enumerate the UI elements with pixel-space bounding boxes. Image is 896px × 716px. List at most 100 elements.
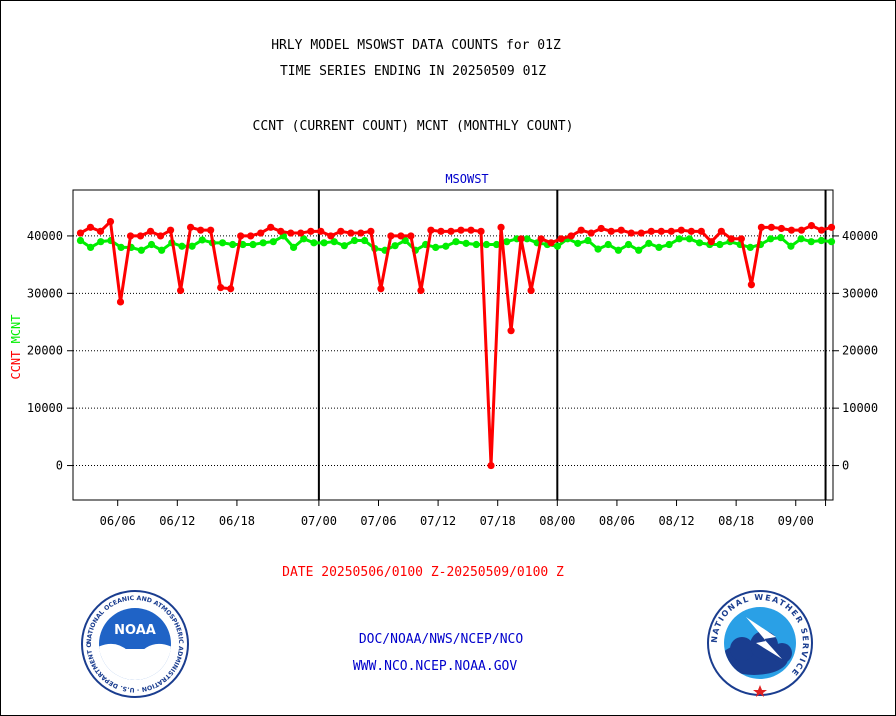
point-mcnt bbox=[787, 242, 795, 250]
point-ccnt bbox=[487, 461, 495, 470]
point-mcnt bbox=[76, 236, 85, 245]
point-ccnt bbox=[527, 286, 535, 295]
point-ccnt bbox=[327, 232, 335, 240]
point-ccnt bbox=[427, 226, 435, 234]
point-mcnt bbox=[340, 242, 348, 250]
point-ccnt bbox=[407, 232, 415, 240]
noaa-logo: NOAA NATIONAL OCEANIC AND ATMOSPHERIC AD… bbox=[80, 589, 189, 698]
point-ccnt bbox=[557, 235, 565, 243]
point-ccnt bbox=[367, 227, 375, 235]
x-tick-label: 08/00 bbox=[539, 514, 575, 528]
chart-subtitle: CCNT (CURRENT COUNT) MCNT (MONTHLY COUNT… bbox=[252, 119, 574, 134]
point-mcnt bbox=[472, 240, 480, 249]
point-ccnt bbox=[737, 235, 745, 243]
point-ccnt bbox=[317, 227, 325, 235]
point-ccnt bbox=[156, 232, 165, 240]
y-tick-label-right: 0 bbox=[842, 459, 849, 473]
point-ccnt bbox=[207, 226, 215, 234]
point-ccnt bbox=[357, 229, 365, 237]
x-tick-label: 08/18 bbox=[718, 514, 754, 528]
point-mcnt bbox=[300, 235, 308, 243]
point-mcnt bbox=[716, 240, 724, 249]
point-ccnt bbox=[397, 232, 405, 240]
point-ccnt bbox=[687, 227, 695, 235]
point-ccnt bbox=[96, 227, 105, 235]
point-ccnt bbox=[627, 229, 635, 237]
y-tick-label-left: 20000 bbox=[27, 344, 63, 358]
point-ccnt bbox=[227, 285, 235, 293]
point-mcnt bbox=[685, 235, 694, 243]
point-mcnt bbox=[767, 235, 775, 243]
point-mcnt bbox=[198, 236, 206, 244]
point-ccnt bbox=[707, 238, 715, 246]
point-ccnt bbox=[547, 239, 555, 247]
point-ccnt bbox=[657, 227, 665, 235]
x-tick-label: 07/00 bbox=[301, 514, 337, 528]
point-mcnt bbox=[330, 238, 338, 246]
star-icon bbox=[753, 685, 767, 697]
point-ccnt bbox=[787, 226, 796, 234]
url-label[interactable]: WWW.NCO.NCEP.NOAA.GOV bbox=[352, 659, 518, 674]
plot-title: MSOWST bbox=[445, 172, 488, 186]
y-tick-label-left: 0 bbox=[56, 459, 63, 473]
point-ccnt bbox=[537, 235, 545, 243]
x-tick-label: 06/12 bbox=[159, 514, 195, 528]
y-tick-label-right: 20000 bbox=[842, 344, 878, 358]
point-ccnt bbox=[287, 229, 295, 237]
point-ccnt bbox=[597, 224, 605, 233]
point-ccnt bbox=[217, 283, 225, 292]
x-tick-label: 07/18 bbox=[480, 514, 516, 528]
y-tick-label-right: 30000 bbox=[842, 286, 878, 300]
point-mcnt bbox=[695, 239, 704, 247]
point-ccnt bbox=[86, 223, 95, 231]
point-ccnt bbox=[457, 226, 465, 234]
point-mcnt bbox=[553, 242, 562, 250]
point-ccnt bbox=[617, 226, 625, 234]
point-ccnt bbox=[247, 232, 255, 240]
point-mcnt bbox=[503, 238, 511, 246]
point-mcnt bbox=[229, 240, 237, 249]
x-tick-label: 06/18 bbox=[219, 514, 255, 528]
y-tick-label-left: 40000 bbox=[27, 229, 63, 243]
point-mcnt bbox=[249, 240, 257, 249]
point-ccnt bbox=[727, 235, 735, 243]
point-ccnt bbox=[136, 232, 145, 240]
point-ccnt bbox=[587, 229, 595, 237]
y-tick-label-right: 10000 bbox=[842, 401, 878, 415]
point-mcnt bbox=[665, 240, 673, 249]
noaa-logo-text: NOAA bbox=[114, 623, 156, 638]
y-axis-label-mcnt: MCNT bbox=[9, 314, 23, 343]
point-mcnt bbox=[584, 236, 592, 245]
point-ccnt bbox=[197, 226, 205, 234]
point-ccnt bbox=[757, 223, 766, 231]
point-ccnt bbox=[106, 217, 115, 226]
point-ccnt bbox=[437, 227, 445, 235]
x-tick-label: 08/06 bbox=[599, 514, 635, 528]
point-mcnt bbox=[807, 238, 815, 246]
point-ccnt bbox=[797, 226, 806, 234]
point-ccnt bbox=[817, 226, 826, 234]
point-mcnt bbox=[777, 234, 785, 242]
point-mcnt bbox=[97, 238, 105, 246]
point-mcnt bbox=[361, 236, 369, 245]
point-mcnt bbox=[675, 235, 683, 243]
point-ccnt bbox=[347, 229, 355, 237]
point-ccnt bbox=[176, 286, 185, 295]
point-ccnt bbox=[277, 227, 285, 235]
point-ccnt bbox=[337, 227, 345, 235]
point-mcnt bbox=[218, 239, 227, 247]
plot-frame bbox=[72, 189, 834, 501]
point-mcnt bbox=[817, 236, 825, 245]
point-mcnt bbox=[645, 239, 653, 247]
point-mcnt bbox=[310, 239, 318, 247]
point-ccnt bbox=[637, 229, 645, 237]
point-ccnt bbox=[166, 226, 175, 234]
point-mcnt bbox=[158, 246, 166, 254]
point-ccnt bbox=[187, 223, 195, 231]
point-ccnt bbox=[467, 226, 475, 234]
point-ccnt bbox=[116, 298, 125, 306]
point-ccnt bbox=[507, 327, 515, 335]
point-mcnt bbox=[87, 243, 95, 252]
point-mcnt bbox=[624, 240, 633, 249]
point-ccnt bbox=[307, 227, 315, 235]
